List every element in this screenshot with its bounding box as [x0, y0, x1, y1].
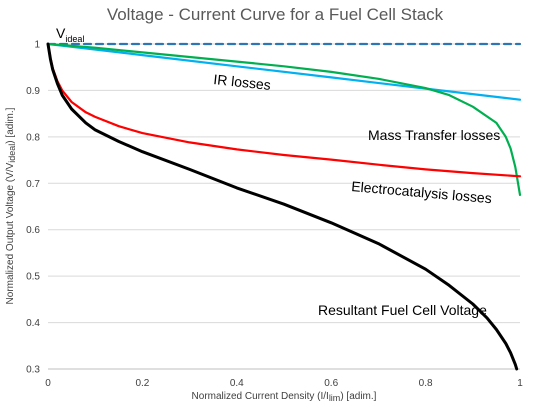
y-tick-labels: 0.3 0.4 0.5 0.6 0.7 0.8 0.9 1: [26, 40, 40, 376]
series-line-ir: [46, 42, 522, 101]
series-line-result: [46, 42, 519, 371]
series-line-electro: [46, 42, 522, 178]
x-tick-label: 1: [517, 378, 523, 389]
videal-label: Videal: [56, 25, 84, 44]
y-tick-label: 0.9: [26, 86, 40, 97]
x-tick-labels: 0 0.2 0.4 0.6 0.8 1: [45, 378, 523, 389]
x-tick-label: 0.2: [135, 378, 149, 389]
mass-transfer-label: Mass Transfer losses: [368, 127, 500, 143]
x-tick-label: 0.6: [324, 378, 338, 389]
y-tick-label: 0.4: [26, 318, 40, 329]
y-tick-label: 0.3: [26, 365, 40, 376]
resultant-voltage-label: Resultant Fuel Cell Voltage: [318, 302, 487, 318]
chart-title: Voltage - Current Curve for a Fuel Cell …: [107, 5, 444, 24]
y-tick-label: 1: [34, 40, 40, 51]
y-tick-label: 0.6: [26, 225, 40, 236]
x-tick-label: 0.8: [419, 378, 433, 389]
y-axis-label: Normalized Output Voltage (V/Videal) [ad…: [5, 107, 17, 304]
electrocatalysis-label: Electrocatalysis losses: [351, 178, 493, 206]
ir-losses-label: IR losses: [213, 71, 272, 93]
y-tick-label: 0.7: [26, 179, 40, 190]
y-tick-label: 0.8: [26, 132, 40, 143]
series-line-mass: [46, 42, 522, 196]
series-lines: [46, 42, 522, 371]
y-tick-label: 0.5: [26, 272, 40, 283]
x-axis-label: Normalized Current Density (I/Ilim) [adi…: [192, 391, 377, 403]
x-tick-label: 0.4: [230, 378, 244, 389]
x-tick-label: 0: [45, 378, 51, 389]
gridlines: [48, 43, 520, 324]
